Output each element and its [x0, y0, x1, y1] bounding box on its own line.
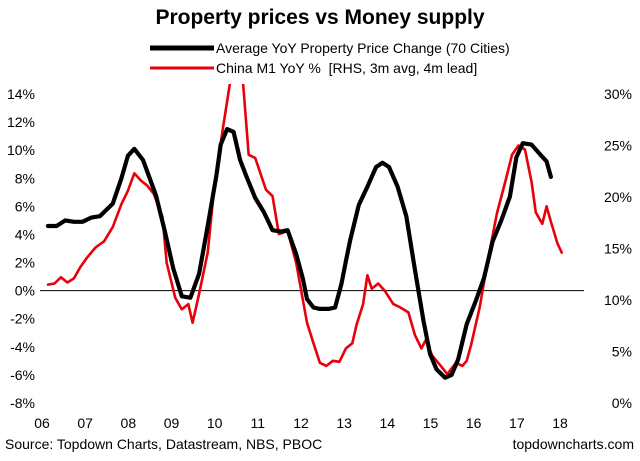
- x-tick-label: 08: [121, 415, 137, 431]
- legend-label-property: Average YoY Property Price Change (70 Ci…: [216, 40, 510, 56]
- left-tick-label: 0%: [15, 283, 35, 299]
- x-tick-label: 12: [293, 415, 309, 431]
- left-tick-label: -4%: [10, 339, 35, 355]
- right-tick-label: 20%: [604, 189, 632, 205]
- x-tick-label: 11: [251, 415, 266, 431]
- left-tick-label: -6%: [10, 367, 35, 383]
- right-tick-label: 25%: [604, 138, 632, 154]
- x-tick-label: 06: [34, 415, 50, 431]
- x-tick-label: 16: [466, 415, 482, 431]
- footer-site: topdowncharts.com: [513, 436, 634, 452]
- x-axis: 06 07 08 09 10 11 12 13 14 15 16 17 18: [34, 415, 568, 431]
- series-line-property: [45, 127, 553, 380]
- right-tick-label: 15%: [604, 241, 632, 257]
- right-tick-label: 5%: [612, 344, 632, 360]
- left-tick-label: -8%: [10, 395, 35, 411]
- left-axis: -8% -6% -4% -2% 0% 2% 4% 6% 8% 10% 12% 14%: [7, 86, 35, 411]
- right-tick-label: 10%: [604, 292, 632, 308]
- left-tick-label: 12%: [7, 114, 35, 130]
- x-tick-label: 15: [423, 415, 439, 431]
- right-axis: 0% 5% 10% 15% 20% 25% 30%: [604, 86, 632, 411]
- left-tick-label: 6%: [15, 198, 35, 214]
- left-tick-label: 8%: [15, 170, 35, 186]
- left-tick-label: 14%: [7, 86, 35, 102]
- x-tick-label: 14: [380, 415, 396, 431]
- right-tick-label: 0%: [612, 395, 632, 411]
- series-line-m1: [46, 84, 563, 376]
- left-tick-label: 4%: [15, 226, 35, 242]
- x-tick-label: 17: [509, 415, 525, 431]
- legend: Average YoY Property Price Change (70 Ci…: [150, 40, 510, 76]
- x-tick-label: 13: [336, 415, 352, 431]
- x-tick-label: 09: [164, 415, 180, 431]
- left-tick-label: 2%: [15, 255, 35, 271]
- x-tick-label: 07: [77, 415, 93, 431]
- chart-title: Property prices vs Money supply: [155, 6, 484, 29]
- left-tick-label: -2%: [10, 311, 35, 327]
- right-tick-label: 30%: [604, 86, 632, 102]
- x-tick-label: 18: [552, 415, 568, 431]
- x-tick-label: 10: [207, 415, 223, 431]
- left-tick-label: 10%: [7, 142, 35, 158]
- legend-label-m1: China M1 YoY % [RHS, 3m avg, 4m lead]: [216, 60, 477, 76]
- footer-source: Source: Topdown Charts, Datastream, NBS,…: [5, 436, 322, 452]
